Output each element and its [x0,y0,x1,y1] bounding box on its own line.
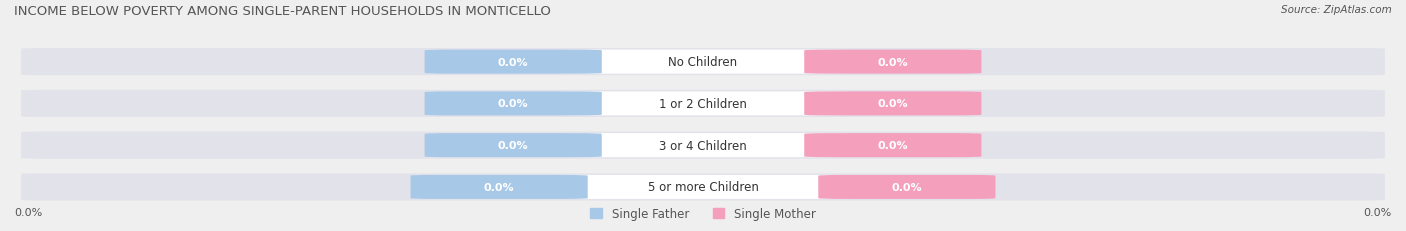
Text: 0.0%: 0.0% [877,57,908,67]
Text: 0.0%: 0.0% [891,182,922,192]
Text: No Children: No Children [668,56,738,69]
Text: INCOME BELOW POVERTY AMONG SINGLE-PARENT HOUSEHOLDS IN MONTICELLO: INCOME BELOW POVERTY AMONG SINGLE-PARENT… [14,5,551,18]
FancyBboxPatch shape [425,50,602,74]
FancyBboxPatch shape [425,92,602,116]
FancyBboxPatch shape [558,134,848,158]
FancyBboxPatch shape [21,132,1385,159]
Text: 1 or 2 Children: 1 or 2 Children [659,97,747,110]
FancyBboxPatch shape [804,134,981,158]
FancyBboxPatch shape [544,175,862,199]
Text: 0.0%: 0.0% [498,57,529,67]
Text: 0.0%: 0.0% [498,140,529,151]
Text: 3 or 4 Children: 3 or 4 Children [659,139,747,152]
Text: 0.0%: 0.0% [1364,207,1392,218]
FancyBboxPatch shape [21,91,1385,117]
Text: 0.0%: 0.0% [14,207,42,218]
FancyBboxPatch shape [411,175,588,199]
Text: 0.0%: 0.0% [877,99,908,109]
FancyBboxPatch shape [558,92,848,116]
FancyBboxPatch shape [804,92,981,116]
FancyBboxPatch shape [21,174,1385,201]
Text: 0.0%: 0.0% [484,182,515,192]
Text: 5 or more Children: 5 or more Children [648,181,758,194]
FancyBboxPatch shape [21,49,1385,76]
FancyBboxPatch shape [425,134,602,158]
FancyBboxPatch shape [804,50,981,74]
FancyBboxPatch shape [558,50,848,74]
Text: Source: ZipAtlas.com: Source: ZipAtlas.com [1281,5,1392,15]
Text: 0.0%: 0.0% [498,99,529,109]
FancyBboxPatch shape [818,175,995,199]
Text: 0.0%: 0.0% [877,140,908,151]
Legend: Single Father, Single Mother: Single Father, Single Mother [585,203,821,225]
